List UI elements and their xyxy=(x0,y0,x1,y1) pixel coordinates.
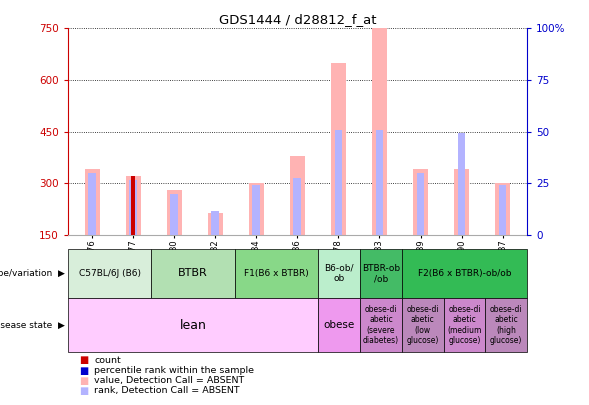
Bar xyxy=(211,211,219,235)
Text: obese-di
abetic
(severe
diabetes): obese-di abetic (severe diabetes) xyxy=(363,305,399,345)
Bar xyxy=(151,249,235,298)
Text: obese-di
abetic
(high
glucose): obese-di abetic (high glucose) xyxy=(490,305,522,345)
Bar xyxy=(372,27,386,235)
Bar xyxy=(335,130,342,235)
Bar xyxy=(68,298,318,352)
Bar xyxy=(444,298,485,352)
Bar xyxy=(130,180,137,235)
Text: lean: lean xyxy=(180,318,207,332)
Title: GDS1444 / d28812_f_at: GDS1444 / d28812_f_at xyxy=(219,13,376,26)
Bar xyxy=(68,249,151,298)
Text: ■: ■ xyxy=(80,386,89,396)
Text: BTBR: BTBR xyxy=(178,269,208,278)
Text: obese-di
abetic
(medium
glucose): obese-di abetic (medium glucose) xyxy=(447,305,482,345)
Bar xyxy=(402,249,527,298)
Text: ■: ■ xyxy=(80,356,89,365)
Bar xyxy=(209,213,223,235)
Text: count: count xyxy=(94,356,121,365)
Text: F1(B6 x BTBR): F1(B6 x BTBR) xyxy=(244,269,309,278)
Text: genotype/variation  ▶: genotype/variation ▶ xyxy=(0,269,65,278)
Text: B6-ob/
ob: B6-ob/ ob xyxy=(325,264,354,283)
Bar xyxy=(126,176,141,235)
Bar xyxy=(413,169,428,235)
Bar xyxy=(235,249,318,298)
Bar xyxy=(170,194,178,235)
Bar xyxy=(331,63,346,235)
Text: ■: ■ xyxy=(80,376,89,386)
Bar xyxy=(88,173,96,235)
Text: BTBR-ob
/ob: BTBR-ob /ob xyxy=(362,264,400,283)
Bar xyxy=(499,185,507,235)
Bar xyxy=(167,190,181,235)
Bar xyxy=(360,249,402,298)
Text: obese: obese xyxy=(323,320,355,330)
Bar xyxy=(249,183,264,235)
Bar xyxy=(318,298,360,352)
Bar xyxy=(131,176,135,235)
Bar xyxy=(402,298,444,352)
Bar xyxy=(253,185,260,235)
Bar xyxy=(360,298,402,352)
Text: F2(B6 x BTBR)-ob/ob: F2(B6 x BTBR)-ob/ob xyxy=(418,269,511,278)
Bar xyxy=(318,249,360,298)
Text: disease state  ▶: disease state ▶ xyxy=(0,320,65,330)
Text: C57BL/6J (B6): C57BL/6J (B6) xyxy=(78,269,141,278)
Text: ■: ■ xyxy=(80,366,89,375)
Bar xyxy=(485,298,527,352)
Text: percentile rank within the sample: percentile rank within the sample xyxy=(94,366,254,375)
Bar xyxy=(416,173,425,235)
Text: obese-di
abetic
(low
glucose): obese-di abetic (low glucose) xyxy=(406,305,439,345)
Bar xyxy=(85,169,100,235)
Bar xyxy=(458,133,465,235)
Text: value, Detection Call = ABSENT: value, Detection Call = ABSENT xyxy=(94,376,244,385)
Bar xyxy=(376,130,383,235)
Bar xyxy=(293,178,302,235)
Bar xyxy=(495,183,509,235)
Bar xyxy=(454,169,469,235)
Text: rank, Detection Call = ABSENT: rank, Detection Call = ABSENT xyxy=(94,386,240,395)
Bar xyxy=(290,156,305,235)
